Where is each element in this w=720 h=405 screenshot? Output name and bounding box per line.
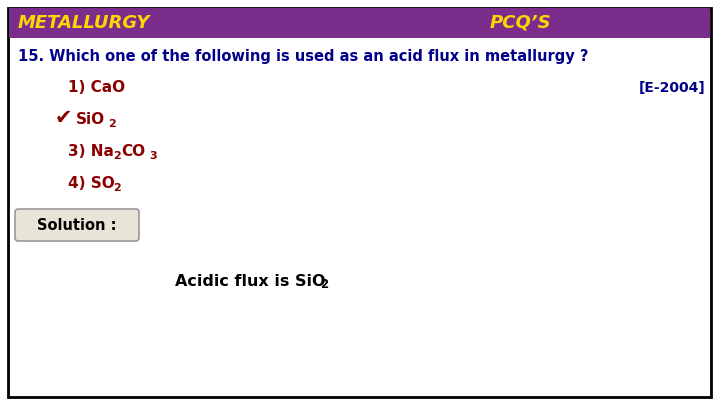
- Text: 15. Which one of the following is used as an acid flux in metallurgy ?: 15. Which one of the following is used a…: [18, 49, 588, 64]
- Text: 2: 2: [108, 119, 116, 129]
- FancyBboxPatch shape: [8, 8, 711, 397]
- FancyBboxPatch shape: [15, 209, 139, 241]
- Text: [E-2004]: [E-2004]: [639, 81, 706, 95]
- Text: 2: 2: [320, 279, 328, 292]
- Text: 2: 2: [113, 151, 121, 161]
- Text: 3: 3: [149, 151, 157, 161]
- Text: ✔: ✔: [55, 108, 73, 128]
- FancyBboxPatch shape: [9, 8, 710, 38]
- Text: 4) SO: 4) SO: [68, 177, 114, 192]
- Text: 1) CaO: 1) CaO: [68, 81, 125, 96]
- Text: 2: 2: [113, 183, 121, 193]
- Text: Acidic flux is SiO: Acidic flux is SiO: [175, 273, 325, 288]
- Text: 3) Na: 3) Na: [68, 145, 114, 160]
- Text: METALLURGY: METALLURGY: [18, 14, 150, 32]
- Text: CO: CO: [121, 145, 145, 160]
- Text: PCQ’S: PCQ’S: [490, 14, 552, 32]
- Text: Solution :: Solution :: [37, 219, 117, 234]
- Text: SiO: SiO: [76, 113, 105, 128]
